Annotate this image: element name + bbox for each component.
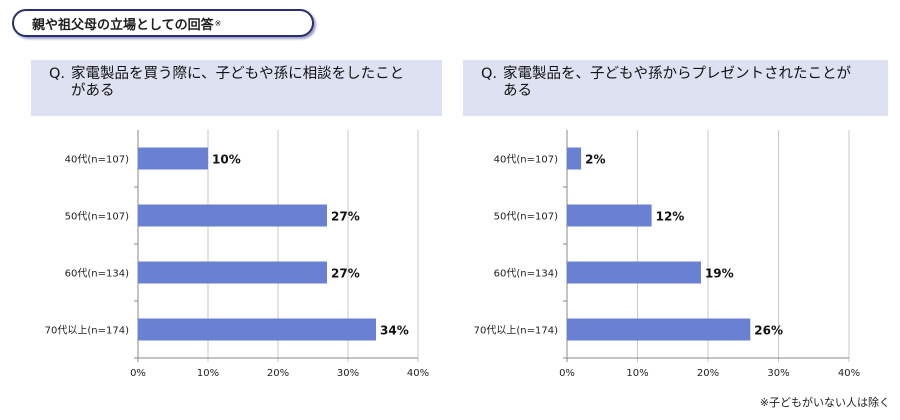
- category-label: 70代以上(n=174): [45, 325, 129, 337]
- chart-left: 0% 10% 20% 30% 40% 40代(n=107) 10% 50代(n=107) 27%…: [45, 130, 429, 379]
- bar: [567, 204, 652, 227]
- category-label: 40代(n=107): [65, 154, 129, 166]
- value-label: 19%: [705, 267, 734, 281]
- value-label: 12%: [656, 210, 685, 224]
- category-label: 50代(n=107): [494, 211, 558, 223]
- x-tick-label: 40%: [838, 368, 860, 379]
- bar: [567, 261, 701, 284]
- bar: [567, 318, 751, 341]
- bar: [138, 318, 376, 341]
- bar: [567, 147, 582, 170]
- section-title: 親や祖父母の立場としての回答: [32, 17, 214, 33]
- question-box-left: Q. 家電製品を買う際に、子どもや孫に相談をしたこと がある: [31, 60, 442, 116]
- x-tick-label: 10%: [197, 368, 219, 379]
- x-tick-label: 0%: [559, 368, 575, 379]
- question-text-right-line2: ある: [503, 83, 532, 99]
- question-text-left-line2: がある: [71, 83, 115, 99]
- x-tick-label: 10%: [626, 368, 648, 379]
- x-tick-label: 30%: [337, 368, 359, 379]
- category-label: 70代以上(n=174): [474, 325, 558, 337]
- question-box-right: Q. 家電製品を、子どもや孫からプレゼントされたことが ある: [463, 60, 888, 116]
- category-label: 60代(n=134): [65, 268, 129, 280]
- x-tick-label: 20%: [697, 368, 719, 379]
- x-tick-label: 0%: [130, 368, 146, 379]
- section-title-mark: ※: [214, 18, 222, 28]
- chart-right: 0% 10% 20% 30% 40% 40代(n=107) 2% 50代(n=107) 12% 6…: [474, 130, 860, 379]
- category-label: 60代(n=134): [494, 268, 558, 280]
- x-tick-label: 20%: [267, 368, 289, 379]
- category-label: 40代(n=107): [494, 154, 558, 166]
- question-prefix-left: Q.: [49, 66, 66, 82]
- value-label: 26%: [754, 324, 783, 338]
- value-label: 2%: [585, 153, 605, 167]
- value-label: 27%: [331, 210, 360, 224]
- x-tick-label: 40%: [407, 368, 429, 379]
- question-text-right-line1: 家電製品を、子どもや孫からプレゼントされたことが: [503, 66, 851, 82]
- bar: [138, 204, 327, 227]
- section-title-pill: 親や祖父母の立場としての回答 ※: [12, 9, 314, 37]
- value-label: 27%: [331, 267, 360, 281]
- footnote: ※子どもがいない人は除く: [759, 396, 890, 409]
- value-label: 34%: [380, 324, 409, 338]
- category-label: 50代(n=107): [65, 211, 129, 223]
- value-label: 10%: [212, 153, 241, 167]
- question-text-left-line1: 家電製品を買う際に、子どもや孫に相談をしたこと: [71, 66, 405, 82]
- bar: [138, 147, 208, 170]
- bar: [138, 261, 327, 284]
- question-prefix-right: Q.: [481, 66, 498, 82]
- x-tick-label: 30%: [767, 368, 789, 379]
